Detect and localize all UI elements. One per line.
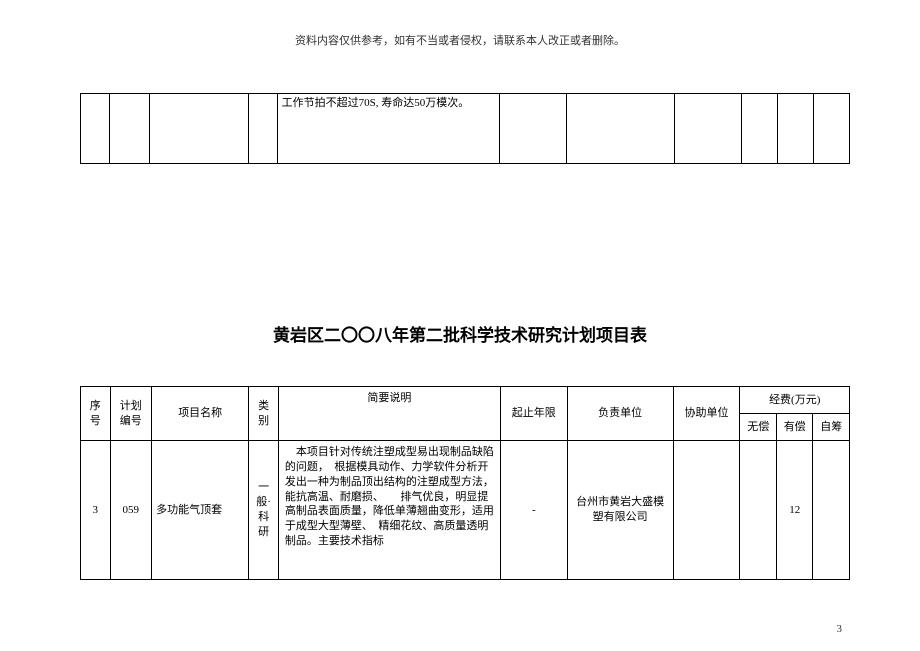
cell-empty (674, 94, 741, 164)
th-fund-paid: 有偿 (776, 414, 812, 441)
page-title: 黄岩区二〇〇八年第二批科学技术研究计划项目表 (0, 321, 920, 346)
th-desc: 简要说明 (278, 387, 500, 441)
table-row: 工作节拍不超过70S, 寿命达50万模次。 (81, 94, 850, 164)
th-name: 项目名称 (152, 387, 249, 441)
th-assist: 协助单位 (673, 387, 740, 441)
cell-fund-free (740, 441, 776, 580)
cell-empty (109, 94, 149, 164)
cell-seq: 3 (81, 441, 111, 580)
cell-plan-no: 059 (110, 441, 152, 580)
cell-empty (742, 94, 778, 164)
cell-empty (150, 94, 249, 164)
th-period: 起止年限 (500, 387, 567, 441)
main-data-table: 序号 计划编号 项目名称 类别 简要说明 起止年限 负责单位 协助单位 经费(万… (80, 386, 850, 580)
th-fund-self: 自筹 (813, 414, 850, 441)
top-partial-table: 工作节拍不超过70S, 寿命达50万模次。 (80, 93, 850, 164)
cell-empty (814, 94, 850, 164)
cell-unit: 台州市黄岩大盛模塑有限公司 (567, 441, 673, 580)
cell-empty (81, 94, 110, 164)
th-unit: 负责单位 (567, 387, 673, 441)
cell-category: 一般·科研 (249, 441, 279, 580)
cell-desc-fragment: 工作节拍不超过70S, 寿命达50万模次。 (277, 94, 499, 164)
cell-fund-paid: 12 (776, 441, 812, 580)
cell-empty (499, 94, 566, 164)
th-seq: 序号 (81, 387, 111, 441)
cell-desc: 本项目针对传统注塑成型易出现制品缺陷的问题， 根据模具动作、力学软件分析开发出一… (278, 441, 500, 580)
cell-fund-self (813, 441, 850, 580)
th-funds: 经费(万元) (740, 387, 850, 414)
cell-assist (673, 441, 740, 580)
th-category: 类别 (249, 387, 279, 441)
cell-empty (778, 94, 814, 164)
th-fund-free: 无偿 (740, 414, 776, 441)
header-row-1: 序号 计划编号 项目名称 类别 简要说明 起止年限 负责单位 协助单位 经费(万… (81, 387, 850, 414)
table-row: 3 059 多功能气顶套 一般·科研 本项目针对传统注塑成型易出现制品缺陷的问题… (81, 441, 850, 580)
cell-name: 多功能气顶套 (152, 441, 249, 580)
cell-period: - (500, 441, 567, 580)
cell-empty (567, 94, 675, 164)
cell-empty (248, 94, 277, 164)
th-plan-no: 计划编号 (110, 387, 152, 441)
disclaimer-text: 资料内容仅供参考，如有不当或者侵权，请联系本人改正或者删除。 (0, 32, 920, 48)
page-number: 3 (837, 623, 843, 635)
